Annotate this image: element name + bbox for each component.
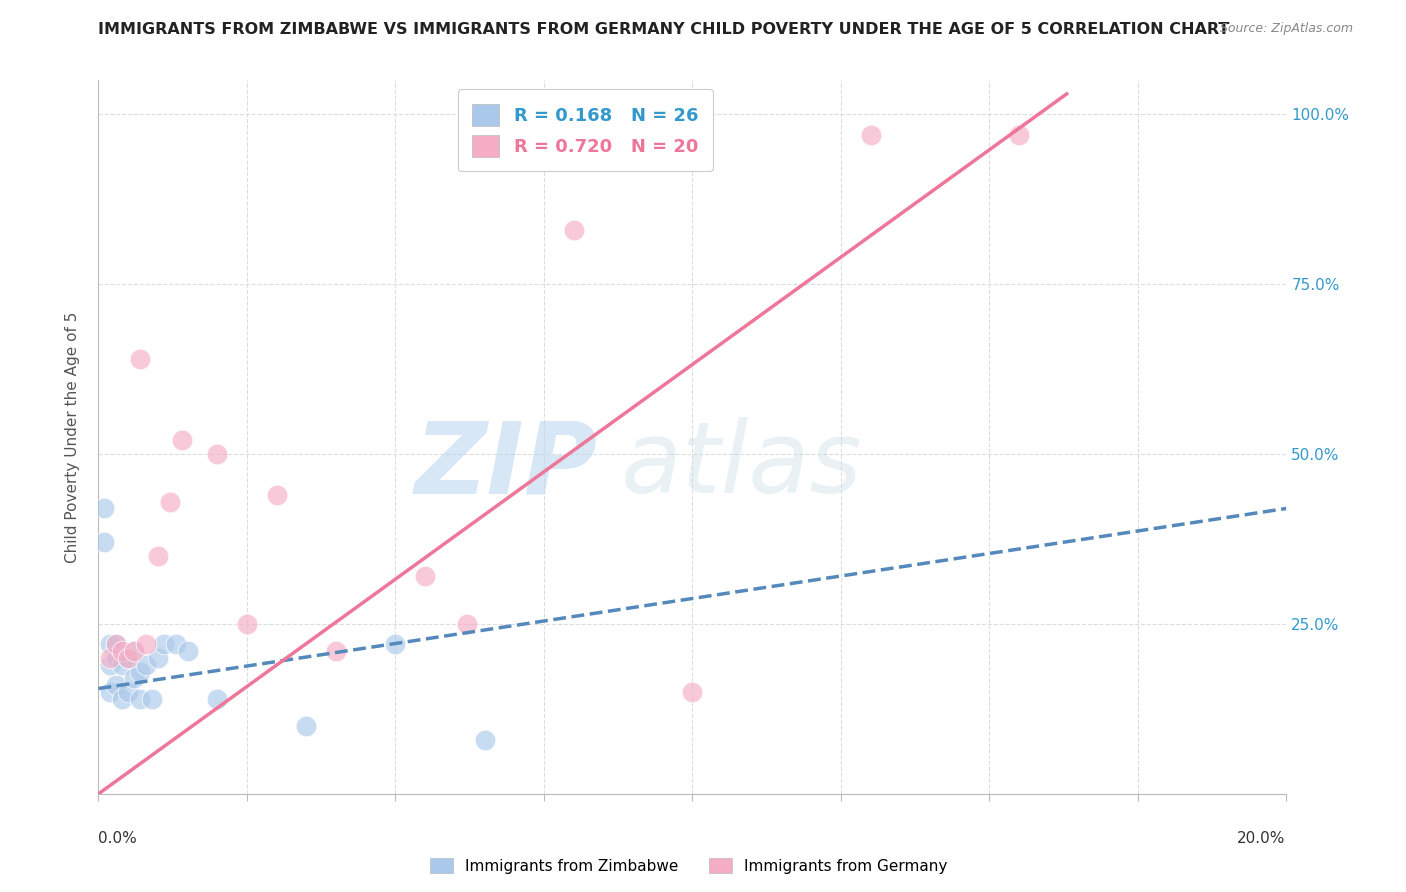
Legend: Immigrants from Zimbabwe, Immigrants from Germany: Immigrants from Zimbabwe, Immigrants fro… bbox=[425, 852, 953, 880]
Text: ZIP: ZIP bbox=[415, 417, 598, 514]
Point bbox=[562, 223, 585, 237]
Point bbox=[176, 644, 198, 658]
Point bbox=[111, 644, 134, 658]
Text: IMMIGRANTS FROM ZIMBABWE VS IMMIGRANTS FROM GERMANY CHILD POVERTY UNDER THE AGE : IMMIGRANTS FROM ZIMBABWE VS IMMIGRANTS F… bbox=[98, 22, 1230, 37]
Point bbox=[474, 732, 496, 747]
Point bbox=[98, 637, 121, 651]
Point bbox=[165, 637, 187, 651]
Y-axis label: Child Poverty Under the Age of 5: Child Poverty Under the Age of 5 bbox=[65, 311, 80, 563]
Point bbox=[152, 637, 174, 651]
Point bbox=[98, 657, 121, 672]
Point bbox=[129, 351, 152, 366]
Point bbox=[105, 637, 128, 651]
Point bbox=[122, 644, 145, 658]
Point bbox=[117, 651, 139, 665]
Point bbox=[295, 719, 318, 733]
Point bbox=[207, 447, 229, 461]
Point bbox=[141, 691, 163, 706]
Point bbox=[682, 685, 704, 699]
Point bbox=[859, 128, 882, 142]
Point bbox=[384, 637, 406, 651]
Point bbox=[207, 691, 229, 706]
Text: Source: ZipAtlas.com: Source: ZipAtlas.com bbox=[1219, 22, 1353, 36]
Point bbox=[93, 535, 115, 549]
Text: atlas: atlas bbox=[621, 417, 863, 514]
Text: 0.0%: 0.0% bbox=[98, 831, 138, 847]
Point bbox=[105, 637, 128, 651]
Point bbox=[135, 637, 157, 651]
Point bbox=[117, 651, 139, 665]
Point bbox=[98, 651, 121, 665]
Point bbox=[93, 501, 115, 516]
Point bbox=[159, 494, 181, 508]
Point bbox=[135, 657, 157, 672]
Point bbox=[117, 685, 139, 699]
Point bbox=[122, 671, 145, 685]
Point bbox=[413, 569, 436, 583]
Point bbox=[129, 665, 152, 679]
Point bbox=[1008, 128, 1031, 142]
Point bbox=[105, 651, 128, 665]
Text: 20.0%: 20.0% bbox=[1237, 831, 1285, 847]
Point bbox=[111, 691, 134, 706]
Point bbox=[325, 644, 347, 658]
Point bbox=[98, 685, 121, 699]
Point bbox=[146, 651, 169, 665]
Point bbox=[266, 488, 288, 502]
Point bbox=[111, 657, 134, 672]
Point bbox=[236, 617, 259, 632]
Point bbox=[122, 644, 145, 658]
Point bbox=[170, 434, 193, 448]
Point bbox=[129, 691, 152, 706]
Point bbox=[105, 678, 128, 692]
Legend: R = 0.168   N = 26, R = 0.720   N = 20: R = 0.168 N = 26, R = 0.720 N = 20 bbox=[458, 89, 713, 171]
Point bbox=[456, 617, 478, 632]
Point bbox=[146, 549, 169, 563]
